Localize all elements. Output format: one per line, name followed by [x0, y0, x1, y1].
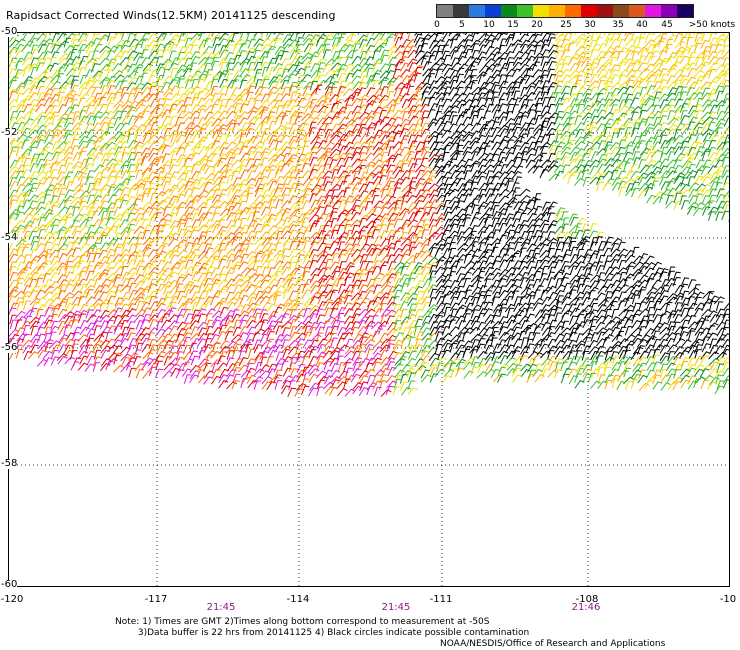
colorbar-label: 0: [434, 20, 440, 30]
wind-barb-layer: [9, 33, 729, 586]
lon-label: -114: [286, 594, 310, 605]
colorbar-swatch: [629, 5, 645, 17]
colorbar-swatch: [677, 5, 693, 17]
lon-label: -10: [719, 594, 737, 605]
lat-label: -50: [1, 26, 18, 37]
lon-label: -120: [0, 594, 24, 605]
time-label: 21:46: [571, 602, 601, 613]
colorbar-swatch: [469, 5, 485, 17]
lat-label: -60: [1, 579, 18, 590]
colorbar-swatch: [437, 5, 453, 17]
graticule: [9, 33, 729, 586]
colorbar-label: 25: [560, 20, 572, 30]
time-label: 21:45: [381, 602, 411, 613]
colorbar-swatch: [661, 5, 677, 17]
colorbar-swatch: [597, 5, 613, 17]
colorbar-swatch: [485, 5, 501, 17]
credit-line: NOAA/NESDIS/Office of Research and Appli…: [440, 639, 666, 649]
colorbar-swatch: [581, 5, 597, 17]
colorbar-label: 35: [612, 20, 624, 30]
colorbar-swatch: [501, 5, 517, 17]
colorbar-label: 20: [531, 20, 543, 30]
colorbar-label: 40: [636, 20, 648, 30]
colorbar-swatch: [533, 5, 549, 17]
colorbar-label: 15: [507, 20, 519, 30]
colorbar-swatch: [453, 5, 469, 17]
colorbar-label: 5: [459, 20, 465, 30]
map-title: Rapidsact Corrected Winds(12.5KM) 201411…: [6, 9, 336, 22]
wind-speed-colorbar: [436, 4, 694, 18]
lat-label: -52: [1, 127, 18, 138]
colorbar-labels: 0 5 10 15 20 25 30 35 40 45 >50 knots: [0, 20, 740, 32]
lat-label: -58: [1, 458, 18, 469]
lon-label: -117: [144, 594, 168, 605]
colorbar-label: 10: [483, 20, 495, 30]
colorbar-label: 45: [661, 20, 673, 30]
colorbar-label: 30: [584, 20, 596, 30]
colorbar-swatch: [517, 5, 533, 17]
wind-barb-map: [8, 32, 730, 587]
lon-label: -108: [575, 594, 599, 605]
lat-label: -56: [1, 342, 18, 353]
colorbar-swatch: [565, 5, 581, 17]
wind-barbs: [9, 33, 729, 397]
colorbar-swatch: [613, 5, 629, 17]
lon-label: -111: [429, 594, 453, 605]
lat-label: -54: [1, 232, 18, 243]
colorbar-swatch: [645, 5, 661, 17]
colorbar-label: >50 knots: [688, 20, 736, 30]
colorbar-swatch: [549, 5, 565, 17]
footnote: Note: 1) Times are GMT 2)Times along bot…: [115, 617, 530, 638]
time-label: 21:45: [206, 602, 236, 613]
